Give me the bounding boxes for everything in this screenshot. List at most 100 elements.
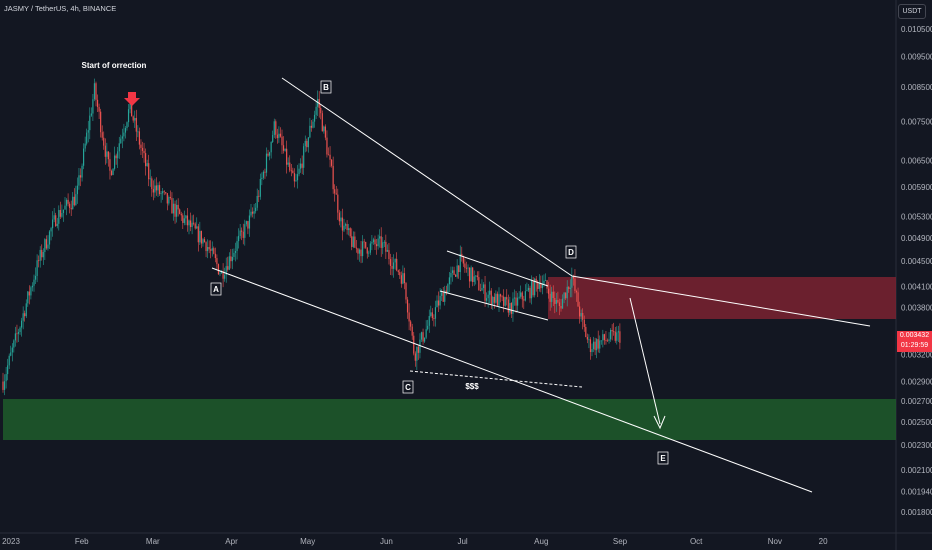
candle (577, 287, 579, 307)
currency-button[interactable]: USDT (898, 4, 926, 19)
candle (422, 328, 424, 345)
candle (100, 108, 102, 138)
candle (160, 191, 162, 203)
candle (597, 330, 599, 353)
candle (592, 336, 595, 353)
candle (236, 236, 238, 260)
candle (172, 198, 175, 221)
candle (551, 286, 553, 308)
candle (606, 338, 609, 342)
candle (549, 284, 551, 311)
candle (228, 252, 230, 271)
candle (400, 271, 402, 288)
y-tick-label: 0.002900 (901, 378, 932, 387)
candle (450, 266, 452, 285)
candle (617, 325, 619, 342)
candle (225, 257, 227, 283)
candle (290, 163, 292, 177)
candle (92, 94, 94, 121)
candle (106, 142, 108, 164)
candle (75, 185, 77, 206)
candle (341, 208, 344, 241)
candle (58, 205, 60, 231)
candle (335, 185, 337, 195)
candle (245, 220, 247, 227)
candle (560, 299, 562, 312)
candle (269, 151, 271, 161)
candle (13, 339, 15, 353)
candle (403, 267, 406, 290)
candle (163, 190, 165, 196)
y-tick-label: 0.001940 (901, 488, 932, 497)
candle (90, 107, 92, 117)
candle (447, 283, 449, 294)
candle (352, 231, 354, 249)
candle (382, 236, 384, 255)
candle (233, 248, 235, 260)
x-tick-label: 2023 (2, 537, 20, 546)
candle (17, 328, 20, 342)
wave-c-box (402, 380, 414, 394)
candle (93, 78, 96, 102)
candle (205, 241, 207, 258)
candle (284, 148, 286, 152)
y-tick-label: 0.003200 (901, 351, 932, 360)
candle (548, 281, 550, 299)
x-tick-label: Feb (75, 537, 89, 546)
candle (517, 292, 519, 312)
y-tick-label: 0.005300 (901, 212, 932, 221)
candle (379, 229, 381, 248)
candle (199, 221, 201, 245)
candle (464, 258, 466, 273)
candle (67, 193, 69, 207)
candle (585, 323, 587, 338)
wave-b-box (320, 80, 332, 94)
candle (143, 142, 145, 163)
candle (265, 147, 268, 177)
candle (385, 234, 387, 260)
candle (610, 328, 612, 342)
down-arrow-marker (124, 92, 140, 106)
liquidity-dashed-line (409, 370, 583, 388)
candle (171, 192, 173, 214)
candle (504, 296, 506, 308)
candle (313, 110, 316, 128)
candle (165, 192, 167, 195)
y-tick-label: 0.006500 (901, 156, 932, 165)
x-tick-label: Sep (613, 537, 628, 546)
candle (526, 282, 528, 292)
candle (182, 213, 184, 229)
candle (115, 153, 117, 165)
candle (430, 305, 432, 318)
y-tick-label: 0.008500 (901, 83, 932, 92)
candle (611, 324, 613, 341)
last-price-tag: 0.003432 01:29:59 (897, 331, 932, 352)
projection-arrow-line (629, 297, 661, 425)
candle (304, 135, 306, 153)
candle (338, 209, 340, 226)
y-tick-label: 0.002700 (901, 397, 932, 406)
candle (39, 246, 41, 268)
candle (298, 163, 300, 177)
candle (580, 309, 582, 322)
candle (427, 319, 429, 331)
candle (546, 279, 548, 294)
candle (188, 219, 190, 235)
candle (197, 223, 199, 252)
candle (326, 130, 328, 158)
candle (541, 275, 543, 295)
candle (602, 329, 604, 348)
candle (24, 310, 26, 322)
candle (196, 217, 198, 229)
candle (48, 230, 51, 249)
candle (132, 115, 134, 123)
x-tick-label: Jun (380, 537, 393, 546)
candle (224, 267, 226, 282)
candle (565, 292, 567, 301)
wave-a-box (210, 282, 222, 296)
candle (28, 285, 30, 305)
candle (262, 170, 264, 180)
candle (256, 188, 258, 211)
